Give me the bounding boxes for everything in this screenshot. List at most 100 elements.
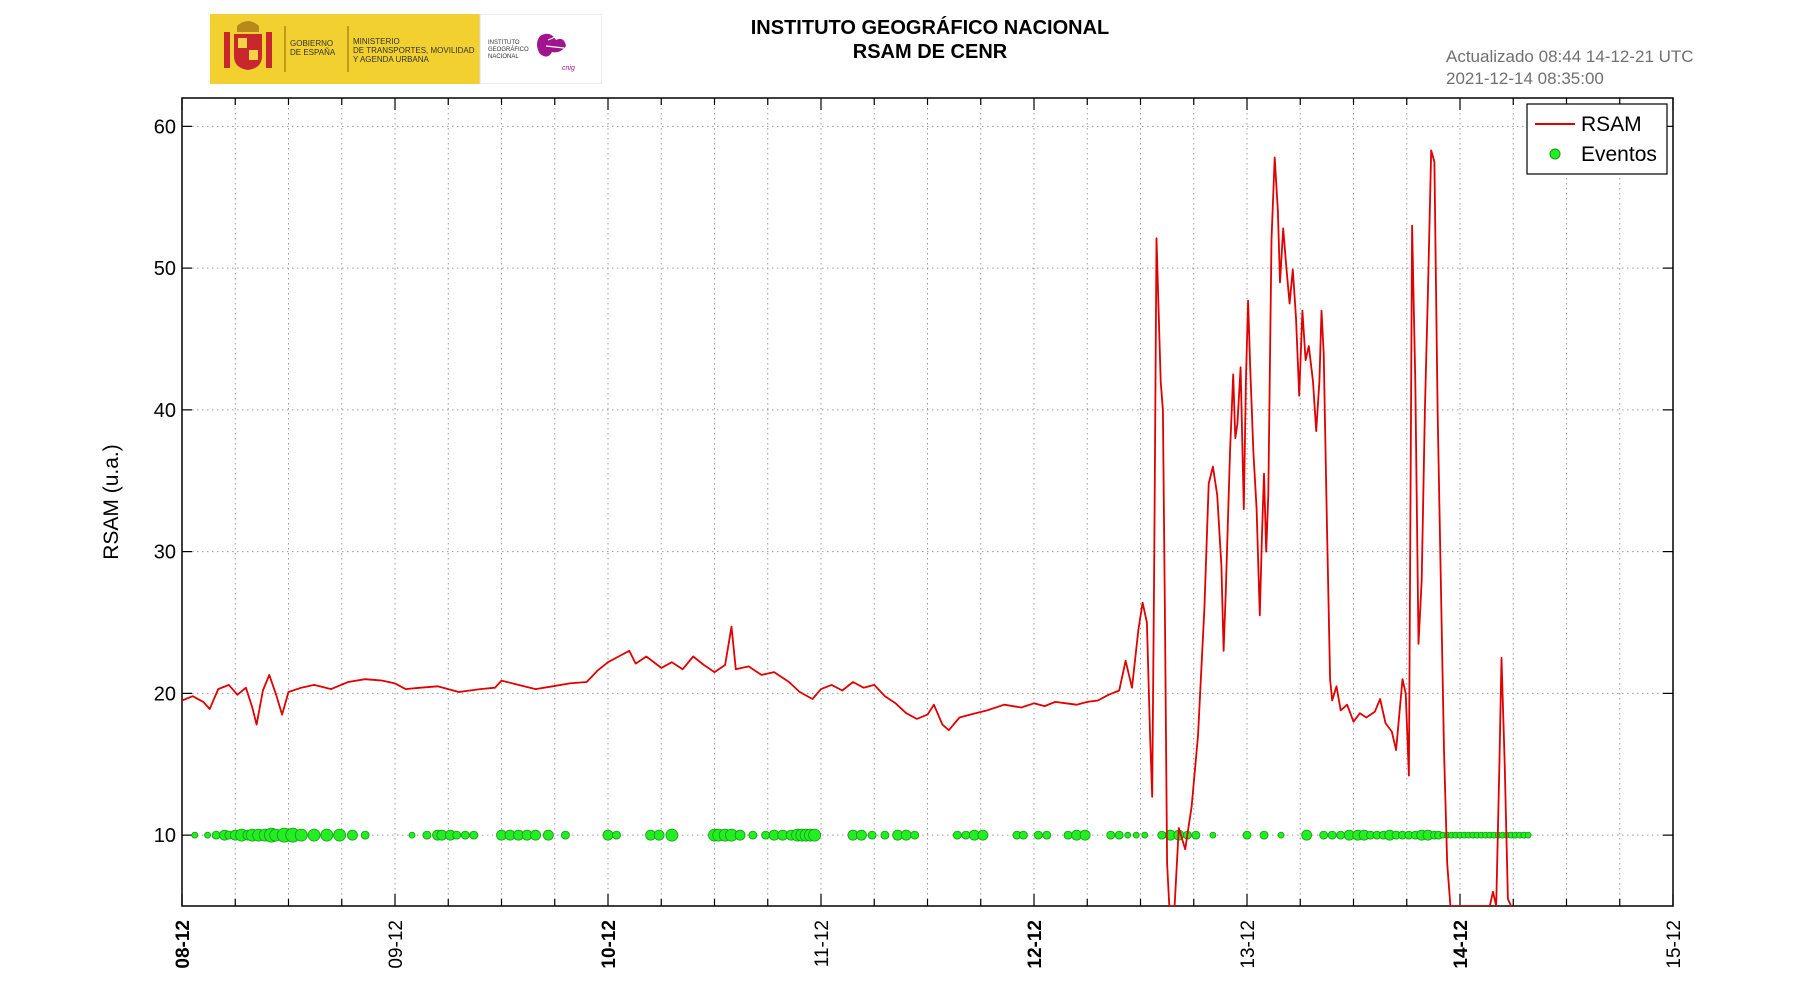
updated-timestamp: Actualizado 08:44 14-12-21 UTC bbox=[1446, 47, 1694, 66]
y-tick-label: 40 bbox=[154, 400, 176, 422]
x-tick-label: 13-12 bbox=[1238, 920, 1259, 969]
event-point bbox=[1141, 831, 1149, 839]
event-point bbox=[1114, 830, 1124, 840]
event-point bbox=[1259, 830, 1269, 840]
event-point bbox=[1327, 830, 1337, 840]
event-point bbox=[1157, 830, 1167, 840]
event-point bbox=[561, 830, 570, 840]
logo-ministerio-line1: MINISTERIO bbox=[353, 37, 400, 46]
legend-rsam-label: RSAM bbox=[1581, 113, 1642, 136]
event-point bbox=[204, 831, 211, 839]
event-point bbox=[422, 830, 432, 840]
x-tick-label: 08-12 bbox=[173, 920, 194, 969]
event-point bbox=[1524, 831, 1532, 839]
event-point bbox=[1277, 831, 1285, 839]
event-point bbox=[346, 829, 358, 841]
event-point bbox=[808, 828, 822, 842]
event-point bbox=[1301, 829, 1313, 841]
event-point bbox=[952, 830, 962, 840]
y-tick-label: 60 bbox=[154, 116, 176, 138]
event-point bbox=[1336, 830, 1346, 840]
event-point bbox=[1209, 831, 1217, 839]
rsam-series-line bbox=[182, 149, 1512, 906]
event-point bbox=[542, 829, 554, 841]
event-point bbox=[910, 830, 920, 840]
update-info: Actualizado 08:44 14-12-21 UTC 2021-12-1… bbox=[1446, 46, 1694, 90]
event-point bbox=[530, 829, 541, 841]
event-point bbox=[1079, 829, 1091, 841]
y-tick-label: 50 bbox=[154, 258, 176, 280]
event-point bbox=[333, 828, 347, 842]
x-tick-label: 10-12 bbox=[599, 920, 620, 969]
chart-title-block: INSTITUTO GEOGRÁFICO NACIONAL RSAM DE CE… bbox=[640, 16, 1220, 64]
data-timestamp: 2021-12-14 08:35:00 bbox=[1446, 69, 1604, 88]
event-point bbox=[880, 830, 890, 840]
event-point bbox=[294, 828, 308, 842]
event-point bbox=[602, 829, 614, 841]
logo-ministerio-line2: DE TRANSPORTES, MOVILIDAD bbox=[353, 46, 475, 55]
x-tick-label: 11-12 bbox=[812, 920, 833, 967]
event-point bbox=[1319, 830, 1329, 840]
event-point bbox=[1106, 830, 1116, 840]
event-point bbox=[469, 830, 479, 840]
grid-lines bbox=[182, 98, 1673, 906]
logo-cnig-mark: cnig bbox=[562, 65, 575, 72]
ign-logo-banner: GOBIERNO DE ESPAÑA MINISTERIO DE TRANSPO… bbox=[210, 13, 603, 85]
chart-title: INSTITUTO GEOGRÁFICO NACIONAL bbox=[750, 17, 1110, 39]
ign-emblem-icon bbox=[537, 33, 566, 57]
logo-ministerio-line3: Y AGENDA URBANA bbox=[353, 55, 430, 64]
event-point bbox=[761, 830, 771, 840]
logo-gobierno-line1: GOBIERNO bbox=[290, 39, 333, 48]
x-tick-label: 15-12 bbox=[1664, 920, 1685, 969]
event-point bbox=[320, 828, 334, 842]
event-point bbox=[460, 830, 470, 840]
event-point bbox=[1242, 830, 1252, 840]
event-point bbox=[1063, 830, 1073, 840]
event-point bbox=[1042, 830, 1052, 840]
event-point bbox=[452, 830, 462, 840]
event-point bbox=[977, 829, 989, 841]
event-point bbox=[665, 828, 679, 842]
event-point bbox=[408, 831, 416, 839]
event-point bbox=[612, 830, 621, 840]
event-point bbox=[211, 830, 221, 840]
event-point bbox=[1124, 831, 1132, 839]
y-tick-labels: 10 20 30 40 50 60 bbox=[154, 116, 176, 847]
chart-subtitle: RSAM DE CENR bbox=[852, 41, 1008, 63]
axis-ticks bbox=[181, 98, 1674, 906]
legend-box bbox=[1526, 103, 1668, 175]
event-point bbox=[748, 830, 758, 840]
coat-of-arms-icon bbox=[224, 21, 272, 70]
event-point bbox=[360, 830, 370, 840]
event-point bbox=[191, 831, 199, 839]
x-tick-label: 09-12 bbox=[386, 920, 407, 969]
y-tick-label: 30 bbox=[154, 542, 176, 564]
events-series bbox=[191, 827, 1532, 843]
event-point bbox=[1132, 831, 1140, 839]
legend-events-swatch bbox=[1549, 148, 1561, 160]
x-tick-label: 14-12 bbox=[1451, 920, 1472, 969]
x-tick-label: 12-12 bbox=[1025, 920, 1046, 969]
event-point bbox=[1018, 830, 1028, 840]
event-point bbox=[961, 830, 971, 840]
legend-events-label: Eventos bbox=[1581, 143, 1657, 166]
logo-gobierno-line2: DE ESPAÑA bbox=[290, 48, 336, 57]
y-tick-label: 20 bbox=[154, 683, 176, 705]
logo-ign-line2: GEOGRÁFICO bbox=[488, 46, 529, 53]
event-point bbox=[900, 829, 912, 841]
event-point bbox=[856, 829, 867, 841]
legend: RSAM Eventos bbox=[1526, 103, 1668, 175]
event-point bbox=[1033, 830, 1043, 840]
event-point bbox=[1191, 830, 1201, 840]
logo-ign-line1: INSTITUTO bbox=[488, 40, 520, 46]
event-point bbox=[734, 829, 746, 841]
logo-ign-line3: NACIONAL bbox=[488, 54, 519, 60]
event-point bbox=[307, 828, 321, 842]
event-point bbox=[653, 829, 665, 841]
x-tick-labels: 08-12 09-12 10-12 11-12 12-12 13-12 14-12 15-12 bbox=[173, 920, 1685, 969]
event-point bbox=[867, 830, 877, 840]
y-axis-label: RSAM (u.a.) bbox=[100, 444, 123, 560]
logo-graphic: GOBIERNO DE ESPAÑA MINISTERIO DE TRANSPO… bbox=[210, 13, 603, 85]
y-tick-label: 10 bbox=[154, 825, 176, 847]
